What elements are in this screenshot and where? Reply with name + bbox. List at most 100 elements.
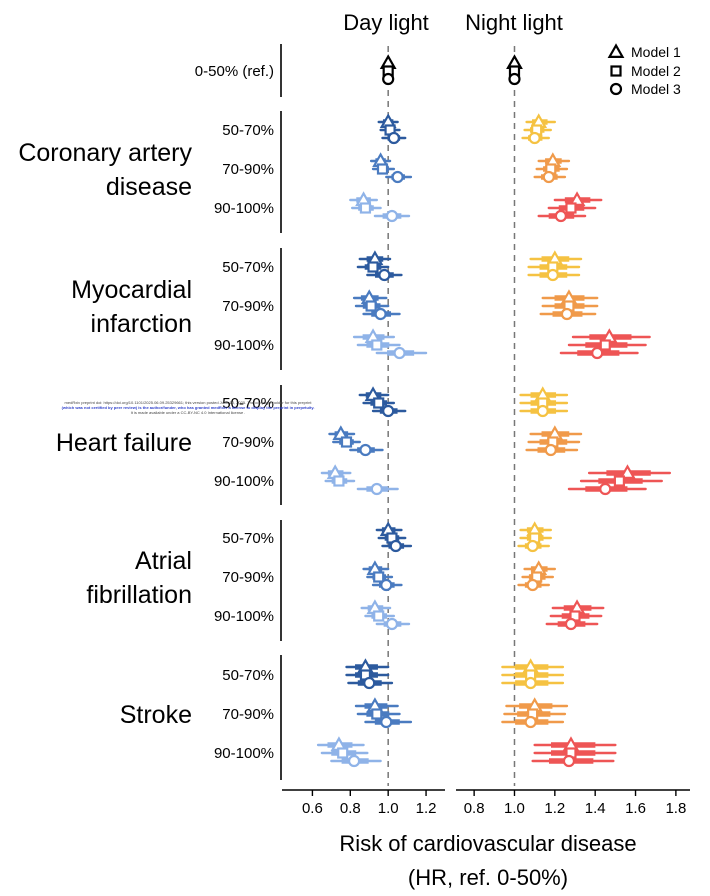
- night-estimate-circle-marker: [528, 131, 541, 145]
- day-estimate-circle-marker: [347, 754, 361, 768]
- legend-triangle-marker: [607, 43, 625, 58]
- day-estimate-circle-marker: [385, 209, 399, 223]
- preprint-line-1: medRxiv preprint doi: https://doi.org/10…: [64, 400, 312, 405]
- legend-circle-marker: [609, 82, 623, 96]
- row-label: 70-90%: [222, 706, 274, 723]
- night-estimate-triangle-marker: [568, 191, 586, 206]
- night-estimate-circle-marker: [562, 754, 576, 768]
- row-label: 50-70%: [222, 667, 274, 684]
- row-label: 90-100%: [214, 200, 274, 217]
- panel-title-day: Day light: [343, 10, 429, 35]
- row-label: 50-70%: [222, 530, 274, 547]
- x-tick-label-day: 1.0: [378, 800, 399, 817]
- day-estimate-square-marker: [367, 261, 379, 273]
- day-estimate-circle-marker: [374, 307, 387, 321]
- reference-row-label: 0-50% (ref.): [195, 63, 274, 80]
- group-label-4: Stroke: [120, 701, 192, 729]
- day-estimate-circle-marker: [363, 676, 376, 690]
- row-label: 50-70%: [222, 395, 274, 412]
- day-estimate-square-marker: [373, 571, 385, 583]
- day-estimate-circle-marker: [387, 131, 400, 145]
- day-estimate-circle-marker: [393, 346, 406, 360]
- night-estimate-circle-marker: [546, 268, 559, 282]
- group-label-1: Myocardial: [71, 276, 192, 304]
- group-label-3: Atrial: [135, 547, 192, 575]
- preprint-line-2: (which was not certified by peer review)…: [61, 405, 315, 410]
- day-estimate-triangle-marker: [332, 425, 350, 440]
- row-label: 90-100%: [214, 745, 274, 762]
- reference-day-circle-marker: [382, 72, 395, 86]
- day-estimate-square-marker: [365, 300, 377, 312]
- row-label: 90-100%: [214, 473, 274, 490]
- day-estimate-circle-marker: [380, 578, 393, 592]
- row-label: 90-100%: [214, 337, 274, 354]
- day-estimate-square-marker: [333, 475, 345, 487]
- day-estimate-square-marker: [359, 202, 372, 214]
- x-tick-label-night: 1.2: [544, 800, 565, 817]
- x-tick-label-day: 0.6: [302, 800, 323, 817]
- day-estimate-square-marker: [371, 339, 383, 351]
- row-label: 70-90%: [222, 434, 274, 451]
- day-estimate-circle-marker: [391, 170, 404, 184]
- night-estimate-circle-marker: [524, 676, 537, 690]
- reference-night-circle-marker: [508, 72, 521, 86]
- night-estimate-square-marker: [599, 339, 611, 351]
- night-estimate-circle-marker: [564, 617, 578, 631]
- x-axis-title: Risk of cardiovascular disease: [339, 831, 636, 856]
- x-tick-label-night: 1.0: [504, 800, 525, 817]
- row-label: 70-90%: [222, 161, 274, 178]
- group-label-0: Coronary artery: [18, 139, 192, 167]
- night-estimate-circle-marker: [554, 209, 567, 223]
- x-tick-label-day: 0.8: [340, 800, 361, 817]
- night-estimate-triangle-marker: [619, 464, 636, 479]
- night-estimate-circle-marker: [544, 443, 557, 457]
- row-label: 70-90%: [222, 569, 274, 586]
- day-estimate-circle-marker: [382, 404, 395, 418]
- row-label: 50-70%: [222, 259, 274, 276]
- day-estimate-square-marker: [340, 436, 353, 448]
- row-label: 70-90%: [222, 298, 274, 315]
- preprint-line-3: It is made available under a CC-BY-NC 4.…: [130, 410, 246, 415]
- legend-square-marker: [610, 65, 622, 77]
- group-label-2: Heart failure: [56, 429, 192, 457]
- x-tick-label-day: 1.2: [416, 800, 437, 817]
- panel-title-night: Night light: [465, 10, 563, 35]
- day-estimate-circle-marker: [380, 715, 393, 729]
- night-estimate-circle-marker: [536, 404, 549, 418]
- row-label: 90-100%: [214, 608, 274, 625]
- group-label-0: disease: [106, 173, 192, 201]
- night-estimate-circle-marker: [542, 170, 555, 184]
- group-label-1: infarction: [91, 310, 192, 338]
- day-estimate-square-marker: [373, 610, 385, 622]
- x-tick-label-night: 1.8: [665, 800, 686, 817]
- x-axis-subtitle: (HR, ref. 0-50%): [408, 865, 568, 890]
- preprint-notice: medRxiv preprint doi: https://doi.org/10…: [38, 400, 338, 415]
- legend-label: Model 2: [631, 63, 681, 79]
- x-tick-label-night: 1.6: [625, 800, 646, 817]
- day-estimate-circle-marker: [385, 617, 399, 631]
- day-estimate-circle-marker: [359, 443, 372, 457]
- legend-label: Model 3: [631, 81, 681, 97]
- x-tick-label-night: 0.8: [464, 800, 485, 817]
- day-estimate-square-marker: [376, 163, 389, 175]
- night-estimate-circle-marker: [526, 539, 539, 553]
- day-estimate-circle-marker: [370, 482, 383, 496]
- night-estimate-square-marker: [565, 202, 577, 214]
- day-estimate-square-marker: [371, 708, 383, 720]
- night-estimate-circle-marker: [599, 482, 612, 496]
- day-estimate-circle-marker: [378, 268, 391, 282]
- night-estimate-circle-marker: [560, 307, 574, 321]
- day-estimate-square-marker: [373, 397, 385, 409]
- night-estimate-square-marker: [613, 475, 625, 487]
- legend-label: Model 1: [631, 44, 681, 60]
- x-tick-label-night: 1.4: [585, 800, 606, 817]
- night-estimate-circle-marker: [526, 578, 539, 592]
- night-estimate-circle-marker: [524, 715, 537, 729]
- day-estimate-triangle-marker: [364, 386, 382, 401]
- group-label-3: fibrillation: [86, 581, 192, 609]
- day-estimate-square-marker: [337, 747, 349, 759]
- night-estimate-circle-marker: [591, 346, 604, 360]
- row-label: 50-70%: [222, 122, 274, 139]
- day-estimate-circle-marker: [389, 539, 402, 553]
